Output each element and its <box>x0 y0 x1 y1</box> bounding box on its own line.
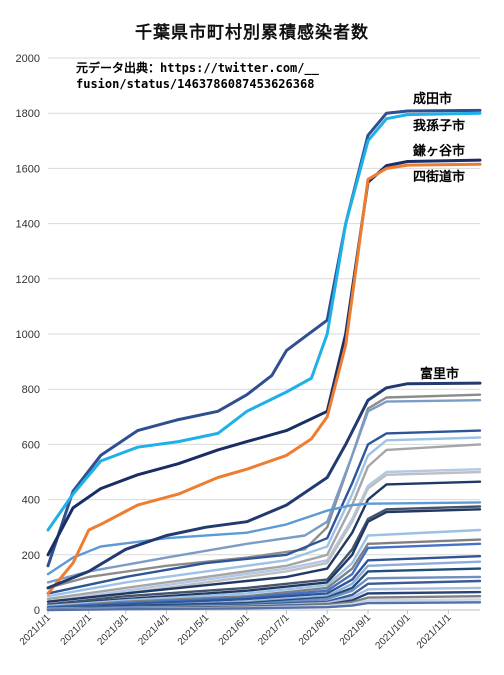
series-label: 我孫子市 <box>413 118 465 134</box>
x-tick-label: 2021/8/1 <box>297 612 333 648</box>
series-line <box>46 111 482 532</box>
series-line <box>46 393 482 590</box>
y-tick-label: 1800 <box>16 108 40 120</box>
source-note: 元データ出典：https://twitter.com/__ fusion/sta… <box>76 60 319 92</box>
series-line <box>46 505 482 606</box>
series-label: 鎌ヶ谷市 <box>412 143 465 159</box>
x-tick-label: 2021/7/1 <box>256 612 292 648</box>
x-axis: 2021/1/1 2021/2/1 2021/3/1 2021/4/1 2021/5/1… <box>18 610 454 652</box>
x-tick-label: 2021/10/1 <box>373 612 413 652</box>
x-tick-label: 2021/5/1 <box>176 612 212 648</box>
y-tick-label: 1200 <box>16 274 40 286</box>
y-tick-label: 1400 <box>16 219 40 231</box>
series-line <box>46 381 482 590</box>
source-note-line1: 元データ出典：https://twitter.com/__ <box>76 61 319 75</box>
series-line <box>46 108 482 568</box>
y-tick-label: 400 <box>22 495 40 507</box>
series-line <box>46 158 482 557</box>
x-tick-label: 2021/1/1 <box>18 612 54 648</box>
x-tick-label: 2021/11/1 <box>415 612 454 651</box>
y-axis: 0 200 400 600 800 1000 1200 1400 1600 1800 2000 <box>16 53 40 617</box>
series-line <box>46 538 482 609</box>
series-line <box>46 555 482 609</box>
series-line <box>46 480 482 603</box>
series-line <box>46 601 482 612</box>
y-tick-label: 800 <box>22 384 40 396</box>
x-tick-label: 2021/2/1 <box>59 612 95 648</box>
y-tick-label: 2000 <box>16 53 40 65</box>
series-line <box>46 528 482 608</box>
series-label: 富里市 <box>420 366 459 382</box>
x-tick-label: 2021/9/1 <box>338 612 374 648</box>
x-tick-label: 2021/3/1 <box>96 612 132 648</box>
series-line <box>46 508 482 608</box>
series-line <box>46 567 482 610</box>
y-tick-label: 1600 <box>16 163 40 175</box>
series-line <box>46 468 482 603</box>
series-label: 成田市 <box>413 91 452 107</box>
y-tick-label: 600 <box>22 439 40 451</box>
x-tick-label: 2021/4/1 <box>136 612 172 648</box>
series-line <box>46 436 482 598</box>
gridlines <box>48 57 480 611</box>
source-note-line2: fusion/status/1463786087453626368 <box>76 77 315 91</box>
y-tick-label: 1000 <box>16 329 40 341</box>
chart-title: 千葉県市町村別累積感染者数 <box>135 23 369 43</box>
series-line <box>46 429 482 595</box>
series-line <box>46 542 482 609</box>
series-line <box>46 399 482 584</box>
series-line <box>46 443 482 601</box>
y-tick-label: 200 <box>22 550 40 562</box>
series-line <box>46 162 482 595</box>
series-label: 四街道市 <box>413 169 465 185</box>
series-line <box>46 501 482 576</box>
series-lines <box>46 108 482 612</box>
x-tick-label: 2021/6/1 <box>217 612 253 648</box>
y-tick-label: 0 <box>34 605 40 617</box>
